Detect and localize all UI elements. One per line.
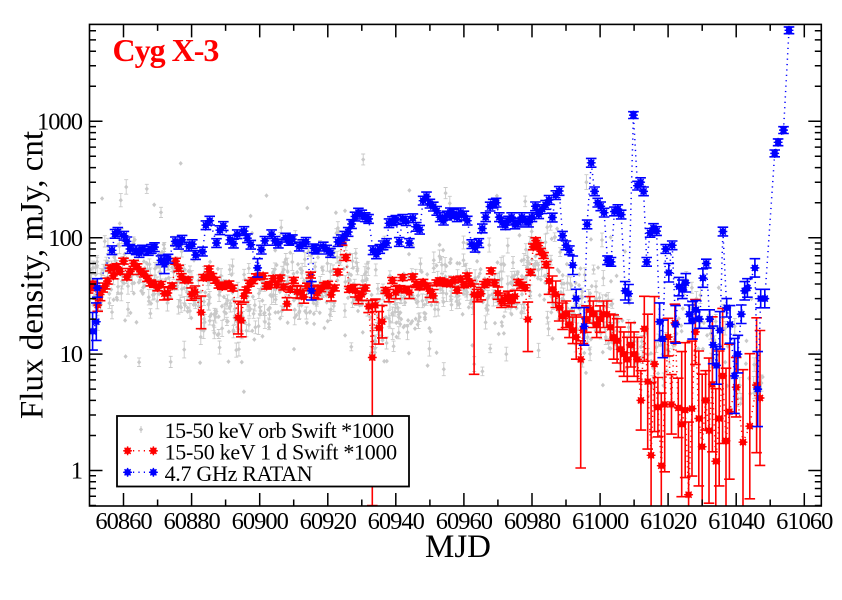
svg-text:60860: 60860 xyxy=(95,508,152,535)
svg-text:15-50 keV 1 d Swift *1000: 15-50 keV 1 d Swift *1000 xyxy=(165,440,398,465)
svg-text:1: 1 xyxy=(71,458,82,485)
svg-text:60900: 60900 xyxy=(232,508,289,535)
svg-text:Flux density, mJy, cnt: Flux density, mJy, cnt xyxy=(15,131,51,419)
svg-text:60980: 60980 xyxy=(504,508,561,535)
svg-text:60880: 60880 xyxy=(163,508,220,535)
svg-text:100: 100 xyxy=(48,225,83,252)
svg-text:60960: 60960 xyxy=(436,508,493,535)
svg-text:15-50 keV orb Swift *1000: 15-50 keV orb Swift *1000 xyxy=(165,418,395,443)
svg-text:MJD: MJD xyxy=(425,529,491,565)
svg-text:61040: 61040 xyxy=(708,508,765,535)
svg-text:60920: 60920 xyxy=(300,508,357,535)
svg-text:61000: 61000 xyxy=(572,508,629,535)
svg-text:61020: 61020 xyxy=(640,508,697,535)
svg-text:4.7 GHz RATAN: 4.7 GHz RATAN xyxy=(165,461,313,486)
svg-text:Cyg X-3: Cyg X-3 xyxy=(113,32,219,68)
svg-text:1000: 1000 xyxy=(37,108,83,135)
svg-text:60940: 60940 xyxy=(368,508,425,535)
svg-text:10: 10 xyxy=(60,341,83,368)
svg-text:61060: 61060 xyxy=(776,508,833,535)
